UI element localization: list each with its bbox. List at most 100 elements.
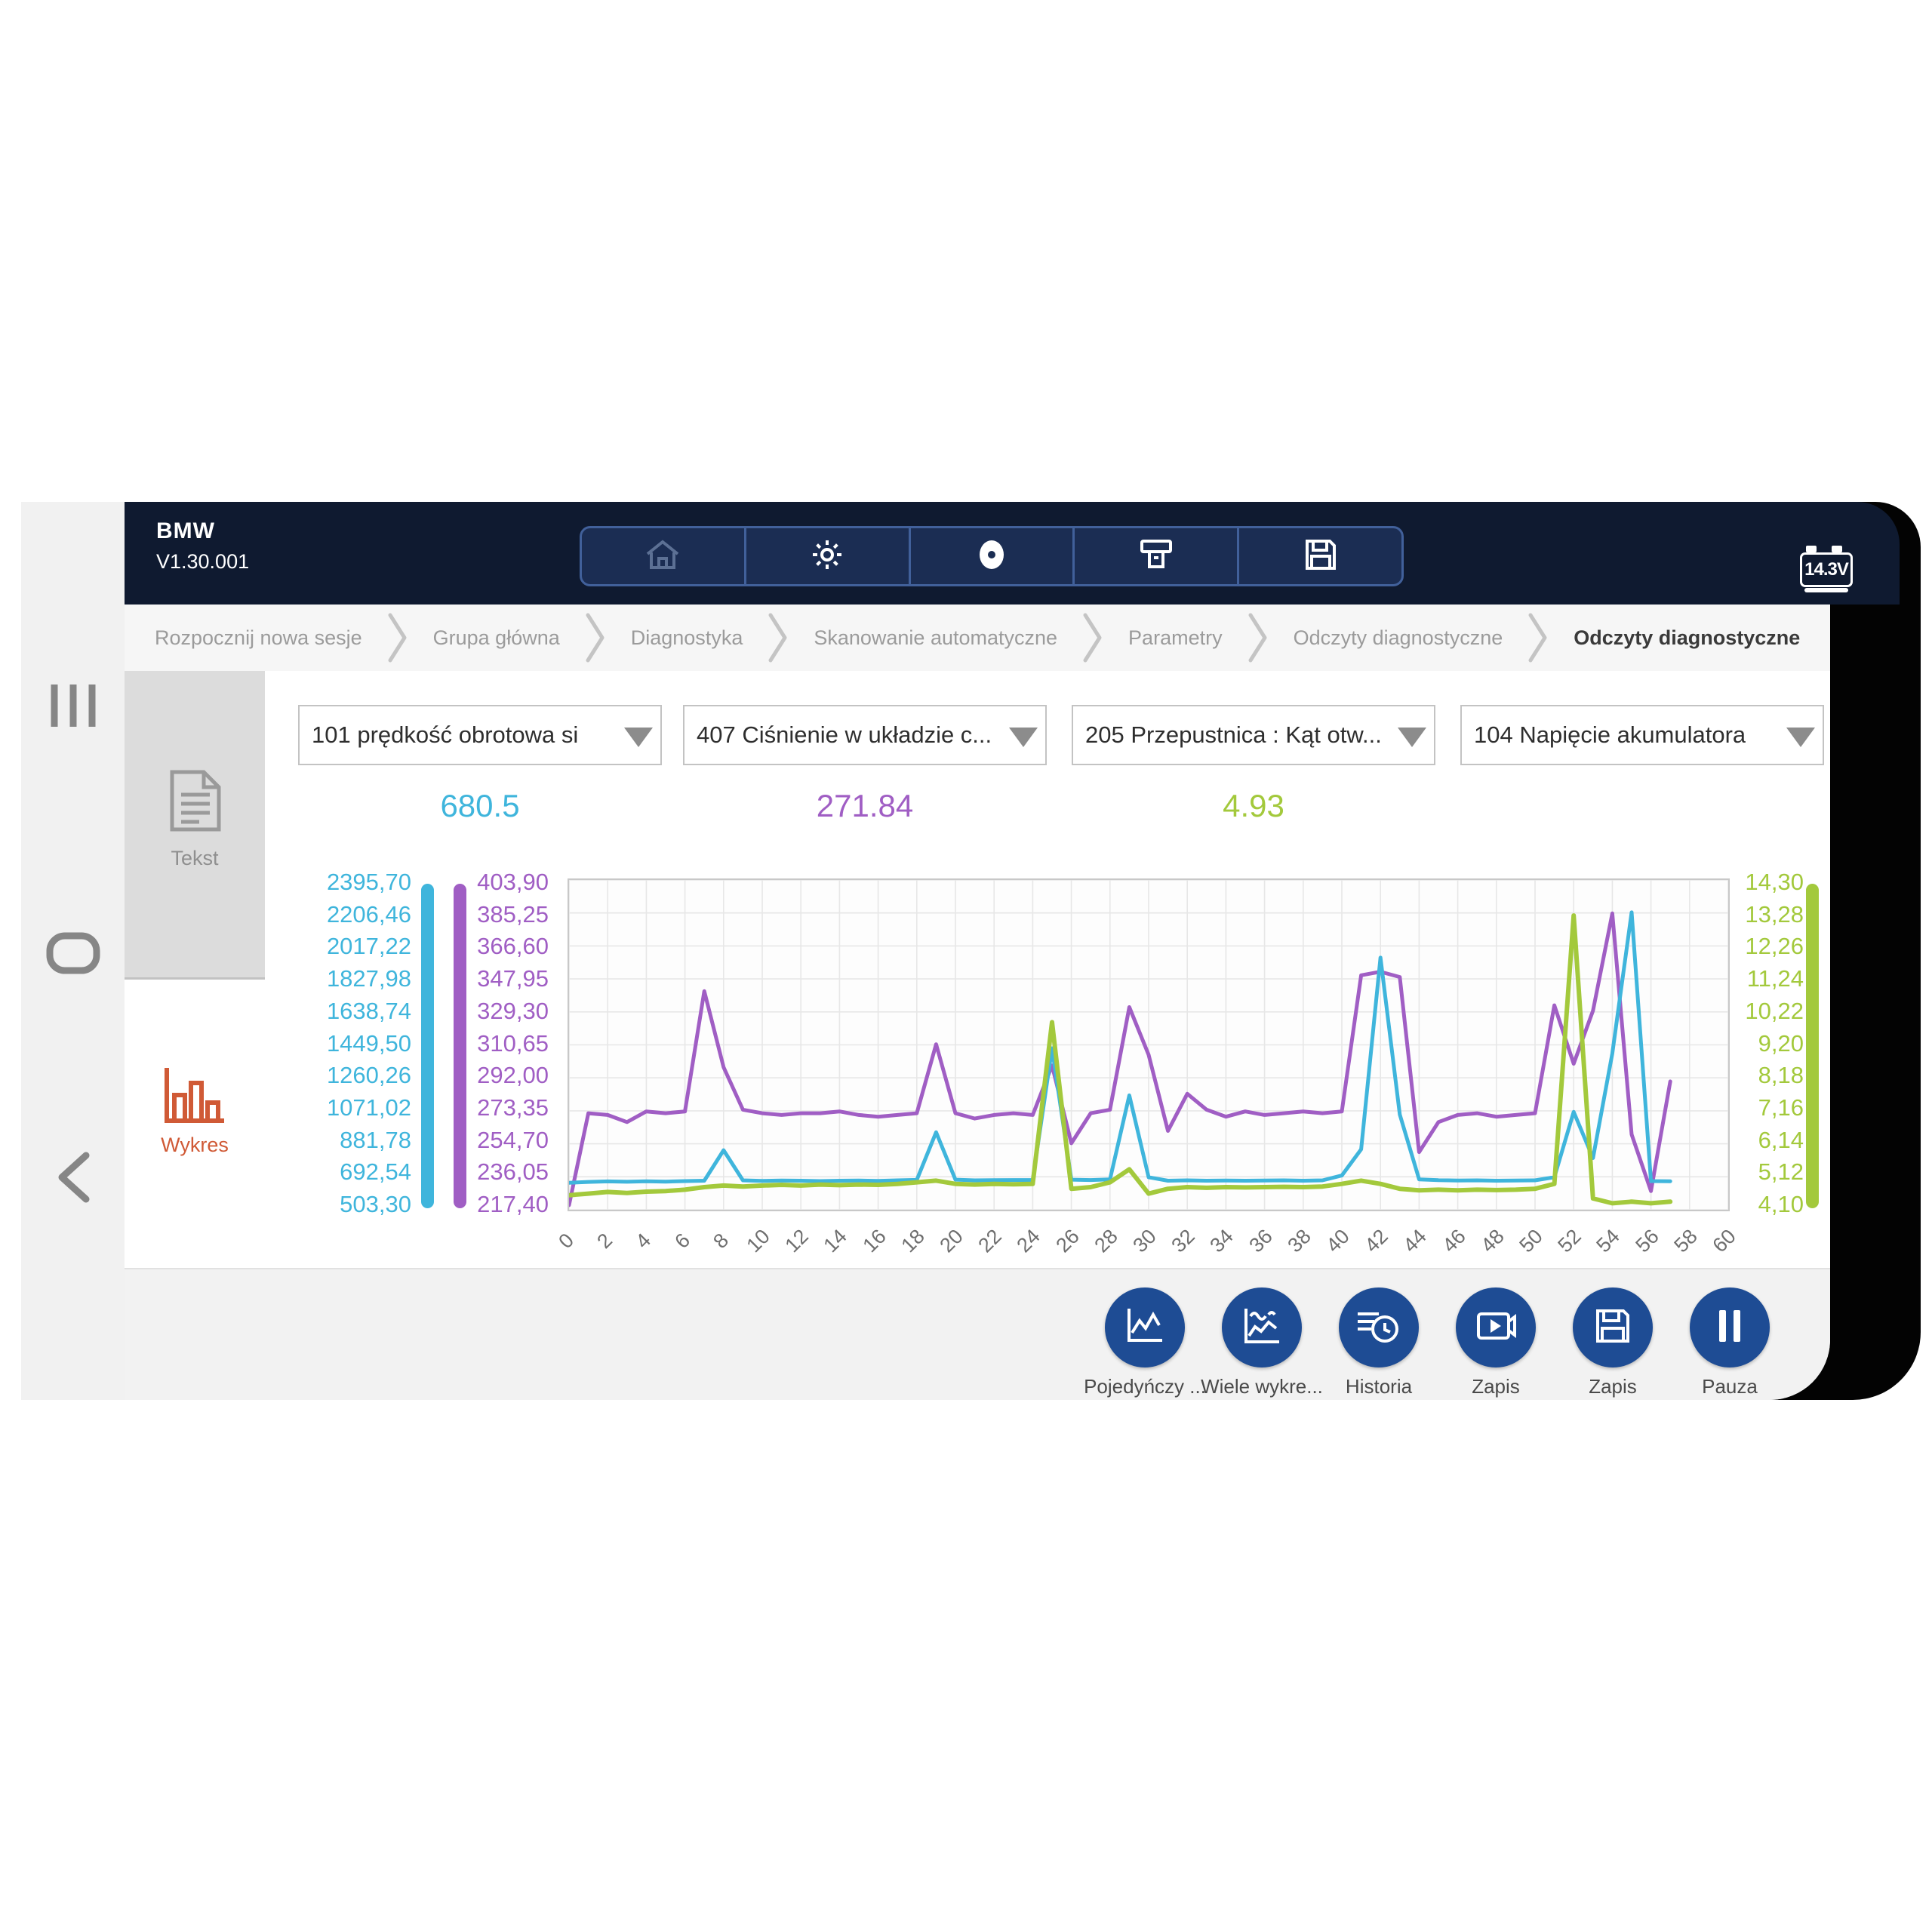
series-line-2 xyxy=(567,913,1673,1206)
action-button-label: Zapis xyxy=(1472,1375,1520,1398)
bar-chart-icon xyxy=(125,1066,265,1129)
pause-button[interactable] xyxy=(1690,1287,1770,1367)
x-tick-label: 4 xyxy=(631,1229,656,1254)
single-chart-icon xyxy=(1123,1306,1167,1350)
x-tick-label: 16 xyxy=(858,1224,891,1257)
battery-voltage-value: 14.3V xyxy=(1800,552,1853,587)
y-tick-label: 10,22 xyxy=(1745,997,1804,1024)
multi-chart-button[interactable] xyxy=(1222,1287,1302,1367)
y-tick-label: 273,35 xyxy=(477,1094,549,1121)
back-icon[interactable] xyxy=(56,1151,91,1208)
action-button-label: Zapis xyxy=(1589,1375,1637,1398)
x-tick-label: 50 xyxy=(1515,1224,1547,1257)
home-icon xyxy=(645,539,680,574)
breadcrumb-chevron-icon xyxy=(768,613,787,663)
breadcrumb-item[interactable]: Odczyty diagnostyczne xyxy=(1574,626,1801,649)
gear-icon xyxy=(811,538,844,575)
history-button[interactable] xyxy=(1339,1287,1419,1367)
action-bar: Pojedyńczy ... Wiele wykre... Historia Zapi… xyxy=(125,1268,1830,1400)
home-button-icon[interactable] xyxy=(46,932,100,978)
x-tick-label: 2 xyxy=(592,1229,617,1254)
toolbar-print-button[interactable] xyxy=(1075,528,1240,584)
x-tick-label: 30 xyxy=(1128,1224,1161,1257)
pause-icon xyxy=(1713,1307,1746,1349)
single-chart-button[interactable] xyxy=(1105,1287,1185,1367)
battery-voltage-indicator: 14.3V xyxy=(1800,546,1853,592)
param-live-value: 271.84 xyxy=(816,788,914,823)
brand-block: BMW V1.30.001 xyxy=(156,518,249,574)
y-tick-label: 1071,02 xyxy=(326,1094,411,1121)
tab-tekst-label: Tekst xyxy=(171,847,219,869)
video-record-button[interactable] xyxy=(1456,1287,1536,1367)
app-version: V1.30.001 xyxy=(156,550,250,573)
voltage-axis-color-bar xyxy=(1806,884,1819,1208)
x-tick-label: 32 xyxy=(1167,1224,1200,1257)
y-tick-label: 254,70 xyxy=(477,1126,549,1153)
x-tick-label: 60 xyxy=(1708,1224,1740,1257)
y-tick-label: 217,40 xyxy=(477,1191,549,1217)
x-tick-label: 38 xyxy=(1283,1224,1315,1257)
y-tick-label: 1449,50 xyxy=(326,1029,411,1057)
x-tick-label: 54 xyxy=(1592,1224,1625,1257)
recent-apps-icon[interactable] xyxy=(48,683,98,732)
y-tick-label: 14,30 xyxy=(1745,869,1804,895)
series-line-1 xyxy=(567,910,1672,1185)
battery-cap xyxy=(1832,546,1842,552)
param-dropdown-4[interactable]: 104 Napięcie akumulatora xyxy=(1460,705,1824,765)
y-tick-label: 8,18 xyxy=(1758,1062,1804,1089)
y-tick-label: 2395,70 xyxy=(326,869,411,895)
y-tick-label: 5,12 xyxy=(1758,1158,1804,1186)
y-tick-label: 385,25 xyxy=(477,900,549,928)
x-tick-label: 8 xyxy=(709,1229,733,1254)
breadcrumb-item[interactable]: Parametry xyxy=(1128,626,1223,649)
breadcrumb-item[interactable]: Rozpocznij nowa sesje xyxy=(155,626,362,649)
x-tick-label: 14 xyxy=(819,1224,852,1257)
y-tick-label: 292,00 xyxy=(477,1062,549,1089)
breadcrumb-chevron-icon xyxy=(1528,613,1547,663)
y-tick-label: 347,95 xyxy=(477,965,549,992)
rpm-axis-color-bar xyxy=(421,884,434,1208)
chevron-down-icon xyxy=(1009,728,1038,747)
param-dropdown-1[interactable]: 101 prędkość obrotowa si xyxy=(298,705,662,765)
toolbar-gear-button[interactable] xyxy=(746,528,911,584)
param-live-value: 4.93 xyxy=(1223,788,1284,823)
x-tick-label: 42 xyxy=(1360,1224,1393,1257)
y-tick-label: 7,16 xyxy=(1758,1094,1804,1121)
param-dropdown-2[interactable]: 407 Ciśnienie w układzie c... xyxy=(683,705,1047,765)
x-tick-label: 26 xyxy=(1051,1224,1084,1257)
breadcrumb-item[interactable]: Grupa główna xyxy=(432,626,560,649)
tab-tekst[interactable]: Tekst xyxy=(125,671,265,980)
line-chart-plot[interactable] xyxy=(567,878,1730,1211)
save-disk-button[interactable] xyxy=(1573,1287,1653,1367)
param-dropdown-label: 101 prędkość obrotowa si xyxy=(312,721,579,748)
x-tick-label: 58 xyxy=(1669,1224,1702,1257)
x-tick-label: 20 xyxy=(935,1224,968,1257)
battery-base xyxy=(1804,588,1848,592)
action-button-label: Wiele wykre... xyxy=(1201,1375,1323,1398)
breadcrumb: Rozpocznij nowa sesje Grupa główna Diagnos… xyxy=(125,605,1830,671)
y-tick-label: 403,90 xyxy=(477,869,549,895)
y-tick-label: 2017,22 xyxy=(326,933,411,960)
y-tick-label: 329,30 xyxy=(477,997,549,1024)
breadcrumb-item[interactable]: Diagnostyka xyxy=(630,626,743,649)
app-header: BMW V1.30.001 14.3V xyxy=(125,502,1900,605)
y-tick-label: 692,54 xyxy=(340,1158,411,1186)
save-icon xyxy=(1304,538,1337,575)
toolbar-save-button[interactable] xyxy=(1239,528,1401,584)
x-tick-label: 12 xyxy=(780,1224,814,1257)
y-tick-label: 4,10 xyxy=(1758,1191,1804,1217)
param-dropdown-label: 205 Przepustnica : Kąt otw... xyxy=(1085,721,1382,748)
y-tick-label: 6,14 xyxy=(1758,1126,1804,1153)
breadcrumb-item[interactable]: Skanowanie automatyczne xyxy=(814,626,1058,649)
breadcrumb-item[interactable]: Odczyty diagnostyczne xyxy=(1293,626,1503,649)
toolbar-record-button[interactable] xyxy=(911,528,1075,584)
x-tick-label: 46 xyxy=(1438,1224,1470,1257)
x-tick-label: 6 xyxy=(669,1229,694,1254)
tab-wykres[interactable]: Wykres xyxy=(125,1066,265,1180)
param-dropdown-3[interactable]: 205 Przepustnica : Kąt otw... xyxy=(1072,705,1435,765)
param-dropdown-label: 104 Napięcie akumulatora xyxy=(1474,721,1746,748)
toolbar-home-button[interactable] xyxy=(582,528,746,584)
x-tick-label: 24 xyxy=(1012,1224,1045,1257)
y-tick-label: 1638,74 xyxy=(326,997,411,1024)
x-tick-label: 10 xyxy=(742,1224,774,1257)
